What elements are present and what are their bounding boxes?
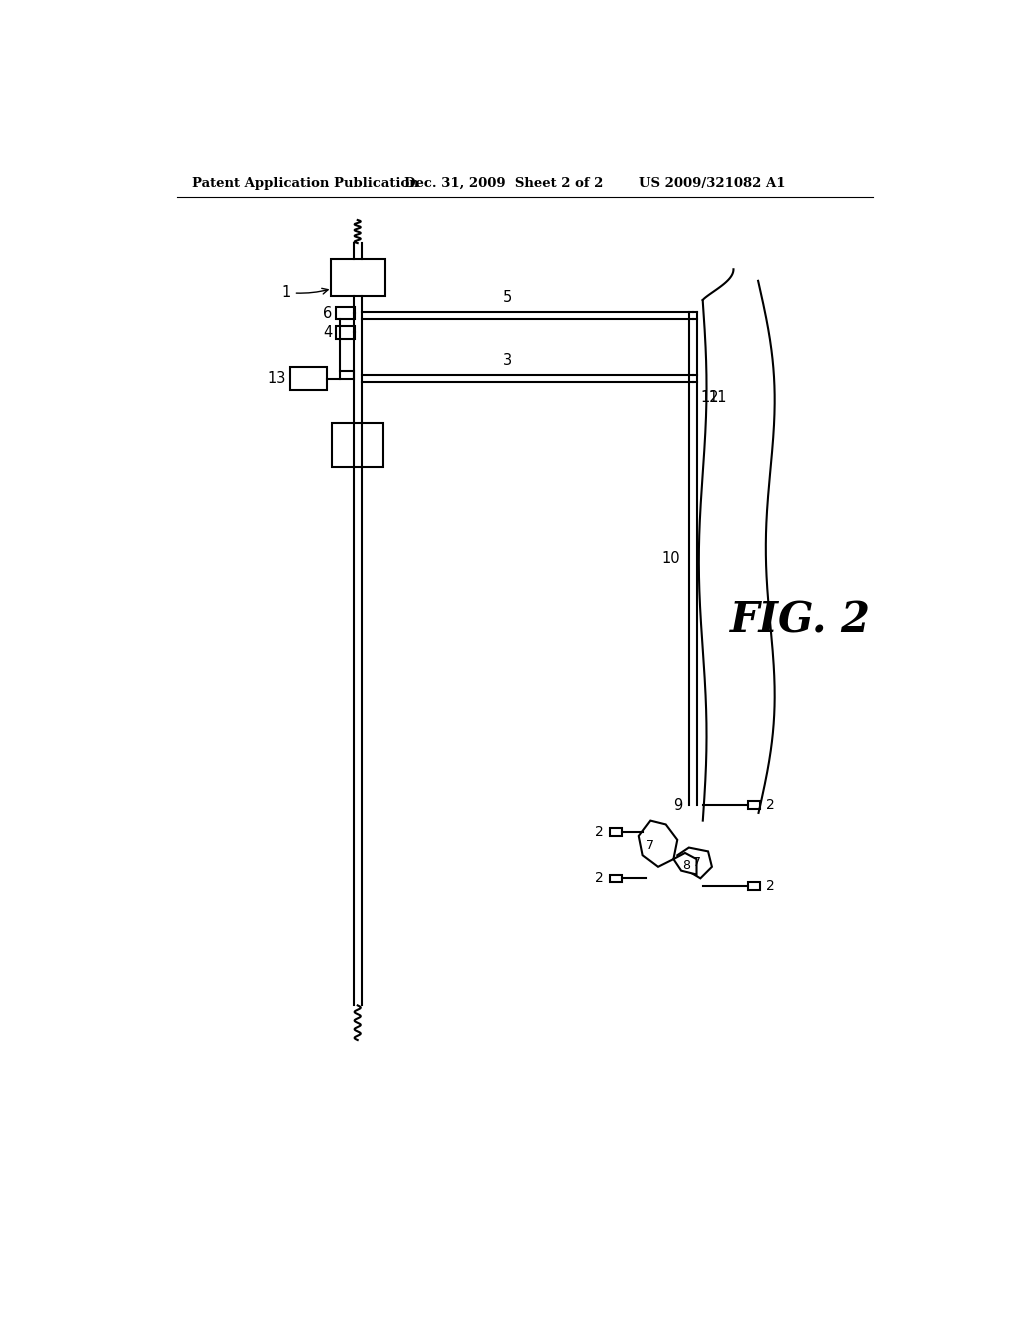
Polygon shape bbox=[674, 853, 696, 875]
Bar bbox=[336, 308, 354, 319]
Bar bbox=[333, 422, 383, 467]
Text: 10: 10 bbox=[660, 552, 680, 566]
Text: FIG. 2: FIG. 2 bbox=[730, 599, 871, 642]
Text: 7: 7 bbox=[646, 838, 654, 851]
Text: 13: 13 bbox=[267, 371, 286, 387]
Text: 3: 3 bbox=[504, 354, 512, 368]
Text: 4: 4 bbox=[323, 325, 333, 341]
Bar bbox=[749, 882, 761, 890]
Text: 2: 2 bbox=[595, 871, 604, 886]
Text: Patent Application Publication: Patent Application Publication bbox=[193, 177, 419, 190]
Text: 9: 9 bbox=[674, 797, 683, 813]
Polygon shape bbox=[639, 821, 677, 867]
Text: 2: 2 bbox=[766, 799, 774, 812]
Bar bbox=[336, 326, 354, 339]
Text: Dec. 31, 2009  Sheet 2 of 2: Dec. 31, 2009 Sheet 2 of 2 bbox=[403, 177, 603, 190]
Text: 2: 2 bbox=[766, 879, 774, 894]
Bar bbox=[331, 259, 385, 296]
Bar bbox=[609, 829, 622, 836]
Bar bbox=[609, 875, 622, 882]
Text: 6: 6 bbox=[323, 306, 333, 321]
Text: 11: 11 bbox=[708, 391, 727, 405]
Polygon shape bbox=[677, 847, 712, 878]
Text: 12: 12 bbox=[700, 389, 719, 405]
Text: 2: 2 bbox=[595, 825, 604, 840]
Text: 5: 5 bbox=[503, 290, 512, 305]
Text: 1: 1 bbox=[282, 285, 328, 300]
Text: 8: 8 bbox=[683, 859, 690, 871]
Bar bbox=[340, 371, 354, 379]
Bar bbox=[749, 801, 761, 809]
Bar bbox=[290, 367, 327, 391]
Text: 7: 7 bbox=[692, 857, 700, 870]
Text: US 2009/321082 A1: US 2009/321082 A1 bbox=[639, 177, 785, 190]
